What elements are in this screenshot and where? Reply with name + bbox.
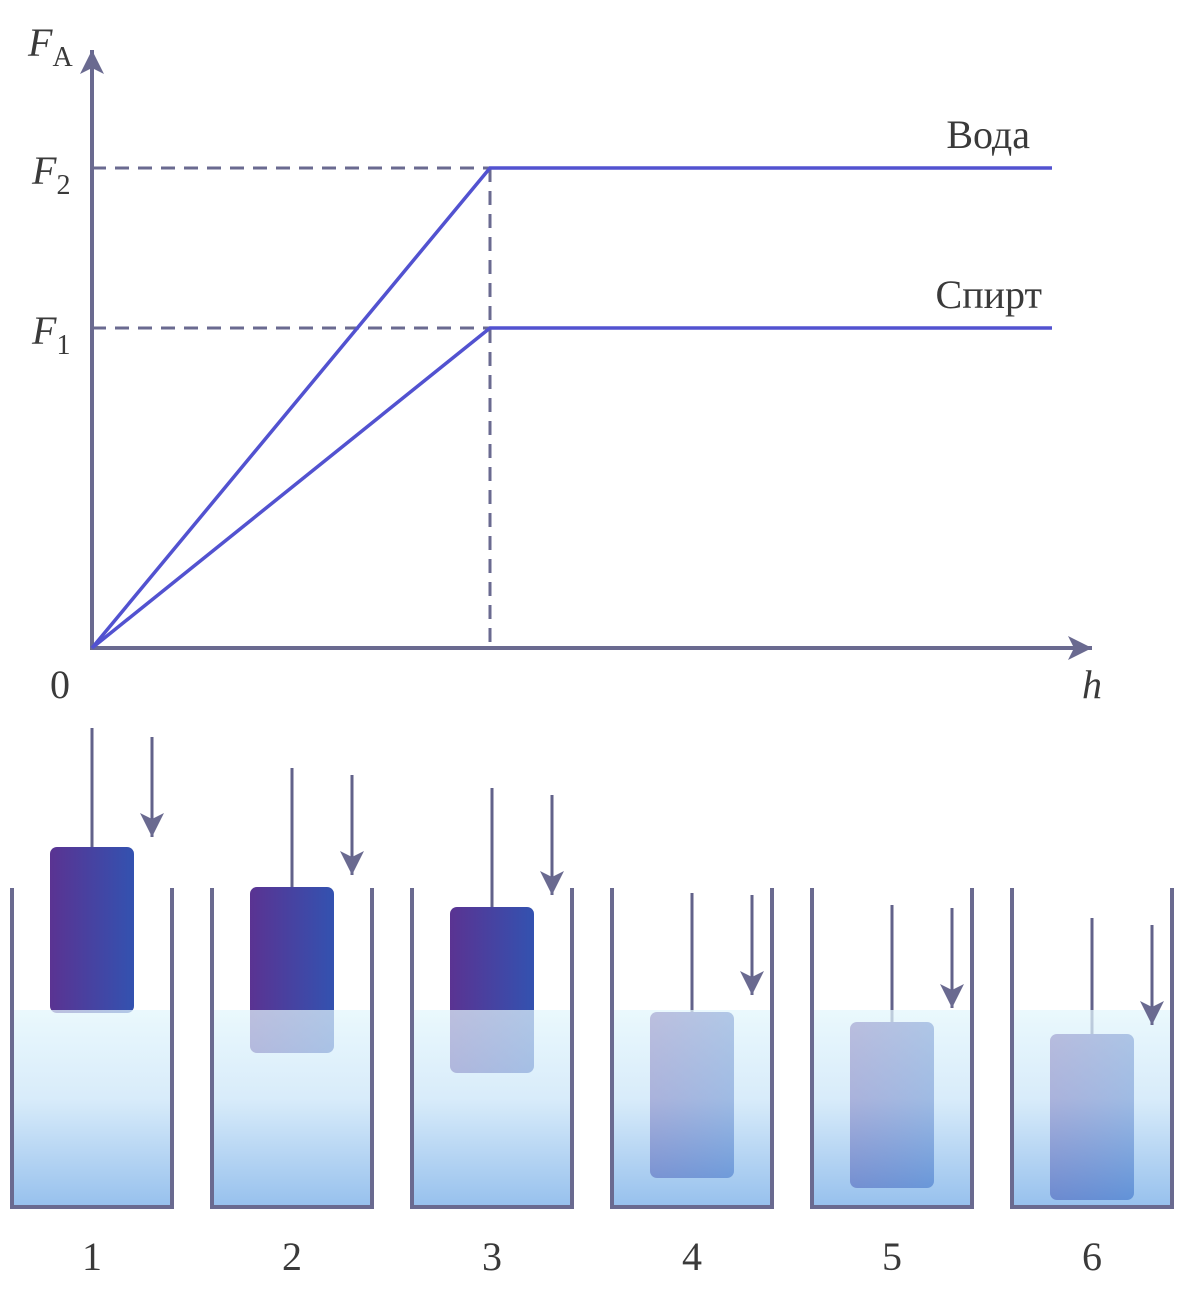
guides (92, 166, 492, 648)
water (612, 1010, 772, 1207)
beaker (610, 888, 774, 1209)
cylinder (50, 847, 134, 1013)
symbol: F (31, 308, 57, 353)
beaker (1010, 888, 1174, 1209)
graph: FA F2 F1 0 h Вода Спирт (27, 20, 1102, 707)
y-axis-label: FA (27, 20, 73, 73)
beaker-label: 5 (882, 1234, 902, 1279)
beakers: 1 2 3 4 5 6 (10, 728, 1174, 1279)
water-line (90, 166, 1052, 650)
line-label: Спирт (936, 272, 1042, 317)
water (212, 1010, 372, 1207)
subscript: A (52, 42, 73, 73)
water (812, 1010, 972, 1207)
beaker (210, 888, 374, 1209)
beaker (10, 888, 174, 1209)
beaker-label: 4 (682, 1234, 702, 1279)
origin-label: 0 (50, 662, 70, 707)
water (12, 1010, 172, 1207)
beaker (810, 888, 974, 1209)
beaker-label: 3 (482, 1234, 502, 1279)
subscript: 1 (56, 330, 70, 361)
alcohol-line (90, 326, 1052, 650)
symbol: F (31, 148, 57, 193)
beaker (410, 888, 574, 1209)
level-label: F1 (31, 308, 70, 361)
x-axis-label: h (1082, 662, 1102, 707)
water (1012, 1010, 1172, 1207)
level-label: F2 (31, 148, 70, 201)
symbol: F (27, 20, 53, 65)
beaker-label: 6 (1082, 1234, 1102, 1279)
subscript: 2 (56, 170, 70, 201)
beaker-label: 1 (82, 1234, 102, 1279)
line-label: Вода (946, 112, 1030, 157)
beaker-label: 2 (282, 1234, 302, 1279)
water (412, 1010, 572, 1207)
